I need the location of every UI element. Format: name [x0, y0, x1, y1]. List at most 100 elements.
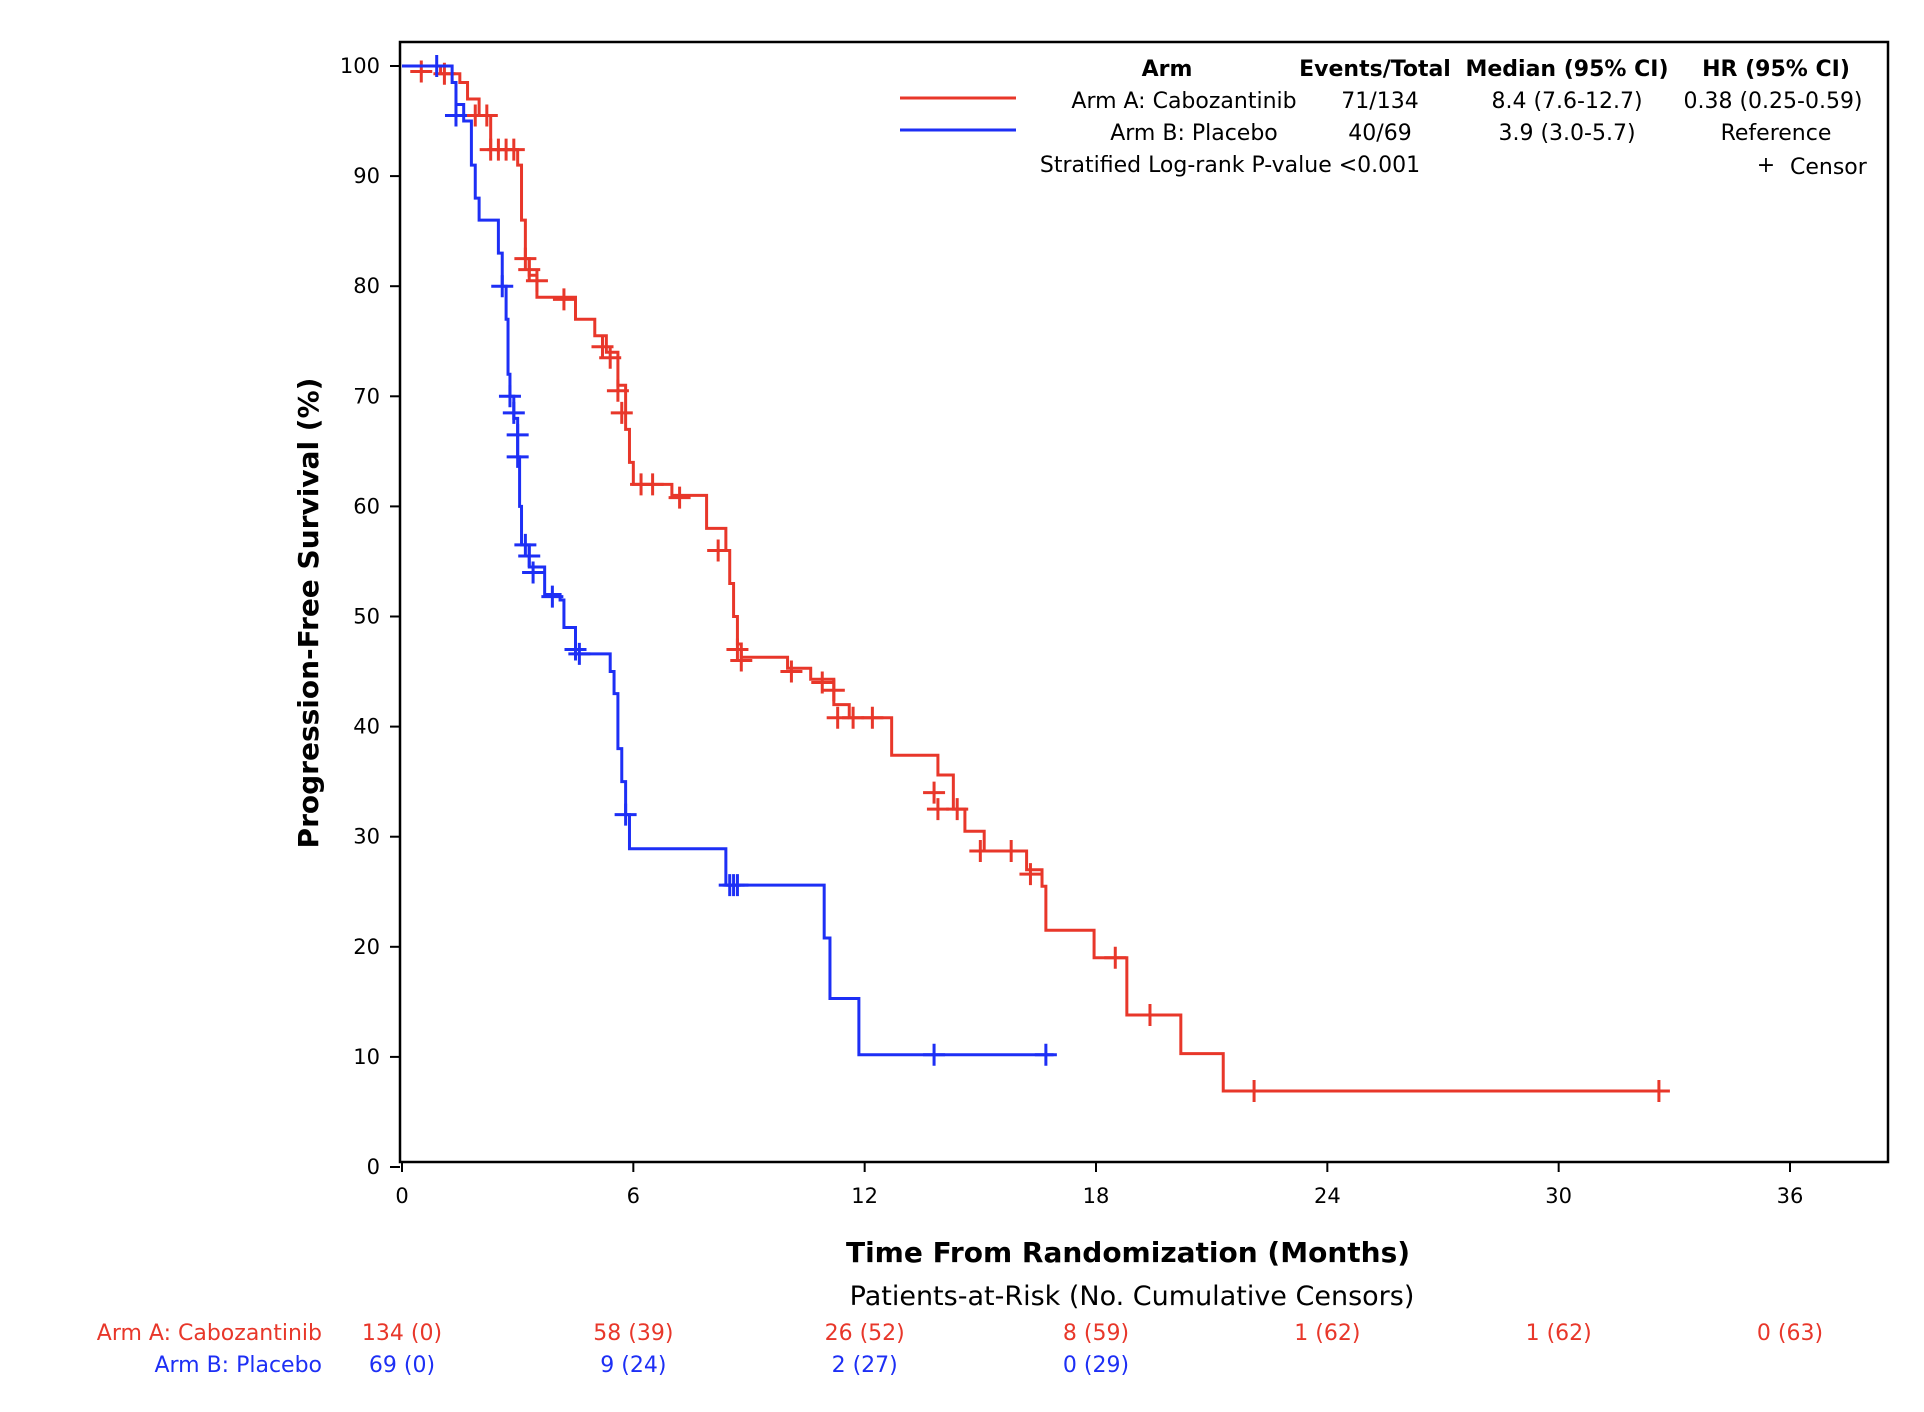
legend-censor-label: Censor	[1790, 155, 1868, 180]
y-tick-label: 60	[353, 494, 380, 518]
at-risk-value: 9 (24)	[600, 1353, 666, 1378]
censor-mark	[1104, 946, 1127, 969]
censor-mark	[641, 473, 664, 496]
censor-mark	[610, 401, 633, 424]
censor-mark	[842, 706, 865, 729]
y-tick-label: 30	[353, 825, 380, 849]
censor-mark	[522, 561, 545, 584]
at-risk-row-label: Arm A: Cabozantinib	[97, 1321, 322, 1346]
censor-mark	[1000, 840, 1023, 863]
censor-mark	[923, 781, 946, 804]
y-tick-label: 80	[353, 274, 380, 298]
censor-mark	[811, 671, 834, 694]
legend-header-hr: HR (95% CI)	[1702, 57, 1850, 82]
at-risk-value: 2 (27)	[832, 1353, 898, 1378]
legend: Arm Events/Total Median (95% CI) HR (95%…	[900, 57, 1868, 180]
y-tick-label: 20	[353, 935, 380, 959]
legend-arm-b-label: Arm B: Placebo	[1110, 121, 1278, 146]
censor-mark	[668, 486, 691, 509]
y-tick-label: 0	[367, 1155, 380, 1179]
censor-mark	[475, 104, 498, 127]
censor-mark	[552, 288, 575, 311]
censor-mark	[518, 544, 541, 567]
censor-mark	[861, 706, 884, 729]
at-risk-value: 58 (39)	[593, 1321, 673, 1346]
legend-arm-a-hr: 0.38 (0.25-0.59)	[1683, 89, 1862, 114]
censor-mark	[506, 423, 529, 446]
x-tick-label: 0	[395, 1184, 408, 1208]
at-risk-row-label: Arm B: Placebo	[154, 1353, 322, 1378]
series-line-arm-b	[402, 64, 1054, 1057]
censor-mark	[518, 258, 541, 281]
x-tick-label: 12	[851, 1184, 878, 1208]
y-tick-label: 50	[353, 605, 380, 629]
x-tick-label: 18	[1083, 1184, 1110, 1208]
censor-mark	[926, 798, 949, 821]
censor-mark	[923, 1043, 946, 1066]
censor-mark	[444, 104, 467, 127]
series-layer	[402, 55, 1670, 1103]
censor-mark	[410, 60, 433, 83]
censor-mark	[498, 385, 521, 408]
censor-mark	[780, 660, 803, 683]
at-risk-title: Patients-at-Risk (No. Cumulative Censors…	[850, 1281, 1415, 1312]
censor-mark	[730, 649, 753, 672]
legend-arm-a-median: 8.4 (7.6-12.7)	[1491, 89, 1642, 114]
censor-mark	[969, 840, 992, 863]
legend-arm-b-events: 40/69	[1348, 121, 1411, 146]
y-tick-label: 40	[353, 715, 380, 739]
at-risk-value: 1 (62)	[1526, 1321, 1592, 1346]
x-axis: 0 6 12 18 24 30 36	[395, 1162, 1803, 1208]
x-tick-label: 36	[1777, 1184, 1804, 1208]
censor-mark	[599, 346, 622, 369]
legend-pvalue: Stratified Log-rank P-value <0.001	[1040, 153, 1420, 178]
at-risk-value: 0 (29)	[1063, 1353, 1129, 1378]
y-tick-label: 100	[340, 54, 380, 78]
censor-mark	[425, 55, 448, 77]
legend-arm-b-median: 3.9 (3.0-5.7)	[1498, 121, 1635, 146]
series-line-arm-a	[402, 64, 1659, 1093]
y-axis-title: Progression-Free Survival (%)	[292, 378, 325, 849]
x-tick-label: 30	[1545, 1184, 1572, 1208]
at-risk-value: 26 (52)	[825, 1321, 905, 1346]
censor-mark	[564, 638, 587, 661]
censor-mark	[491, 275, 514, 298]
legend-censor-symbol: +	[1757, 153, 1775, 178]
x-tick-label: 6	[627, 1184, 640, 1208]
censor-mark	[514, 533, 537, 556]
at-risk-value: 8 (59)	[1063, 1321, 1129, 1346]
censor-mark	[946, 798, 969, 821]
x-axis-title: Time From Randomization (Months)	[846, 1236, 1410, 1269]
legend-header-median: Median (95% CI)	[1465, 57, 1668, 82]
censor-mark	[1034, 1043, 1057, 1066]
censor-mark	[1019, 863, 1042, 886]
censor-mark	[591, 335, 614, 358]
at-risk-value: 134 (0)	[362, 1321, 442, 1346]
y-tick-label: 90	[353, 164, 380, 188]
y-tick-label: 70	[353, 384, 380, 408]
censor-mark	[506, 445, 529, 468]
censor-mark	[1138, 1004, 1161, 1027]
at-risk-table: Arm A: Cabozantinib 134 (0) 58 (39) 26 (52)…	[97, 1321, 1823, 1378]
y-axis: 0 10 20 30 40 50 60 70 80 90 100	[340, 54, 400, 1179]
censor-mark	[726, 638, 749, 661]
censor-mark	[568, 642, 591, 665]
censor-mark	[822, 679, 845, 702]
censor-mark	[1647, 1080, 1670, 1103]
censor-mark	[541, 585, 564, 608]
censor-mark	[502, 138, 525, 161]
at-risk-value: 1 (62)	[1294, 1321, 1360, 1346]
legend-arm-b-hr: Reference	[1721, 121, 1832, 146]
censor-mark	[502, 401, 525, 424]
legend-arm-a-label: Arm A: Cabozantinib	[1071, 89, 1296, 114]
at-risk-value: 0 (63)	[1757, 1321, 1823, 1346]
censor-mark	[707, 539, 730, 562]
y-tick-label: 10	[353, 1045, 380, 1069]
censor-mark	[1243, 1080, 1266, 1103]
legend-arm-a-events: 71/134	[1341, 89, 1418, 114]
plot-frame	[398, 40, 1890, 1164]
censor-mark	[514, 247, 537, 270]
legend-header-events: Events/Total	[1299, 57, 1451, 82]
censor-mark	[726, 874, 749, 897]
